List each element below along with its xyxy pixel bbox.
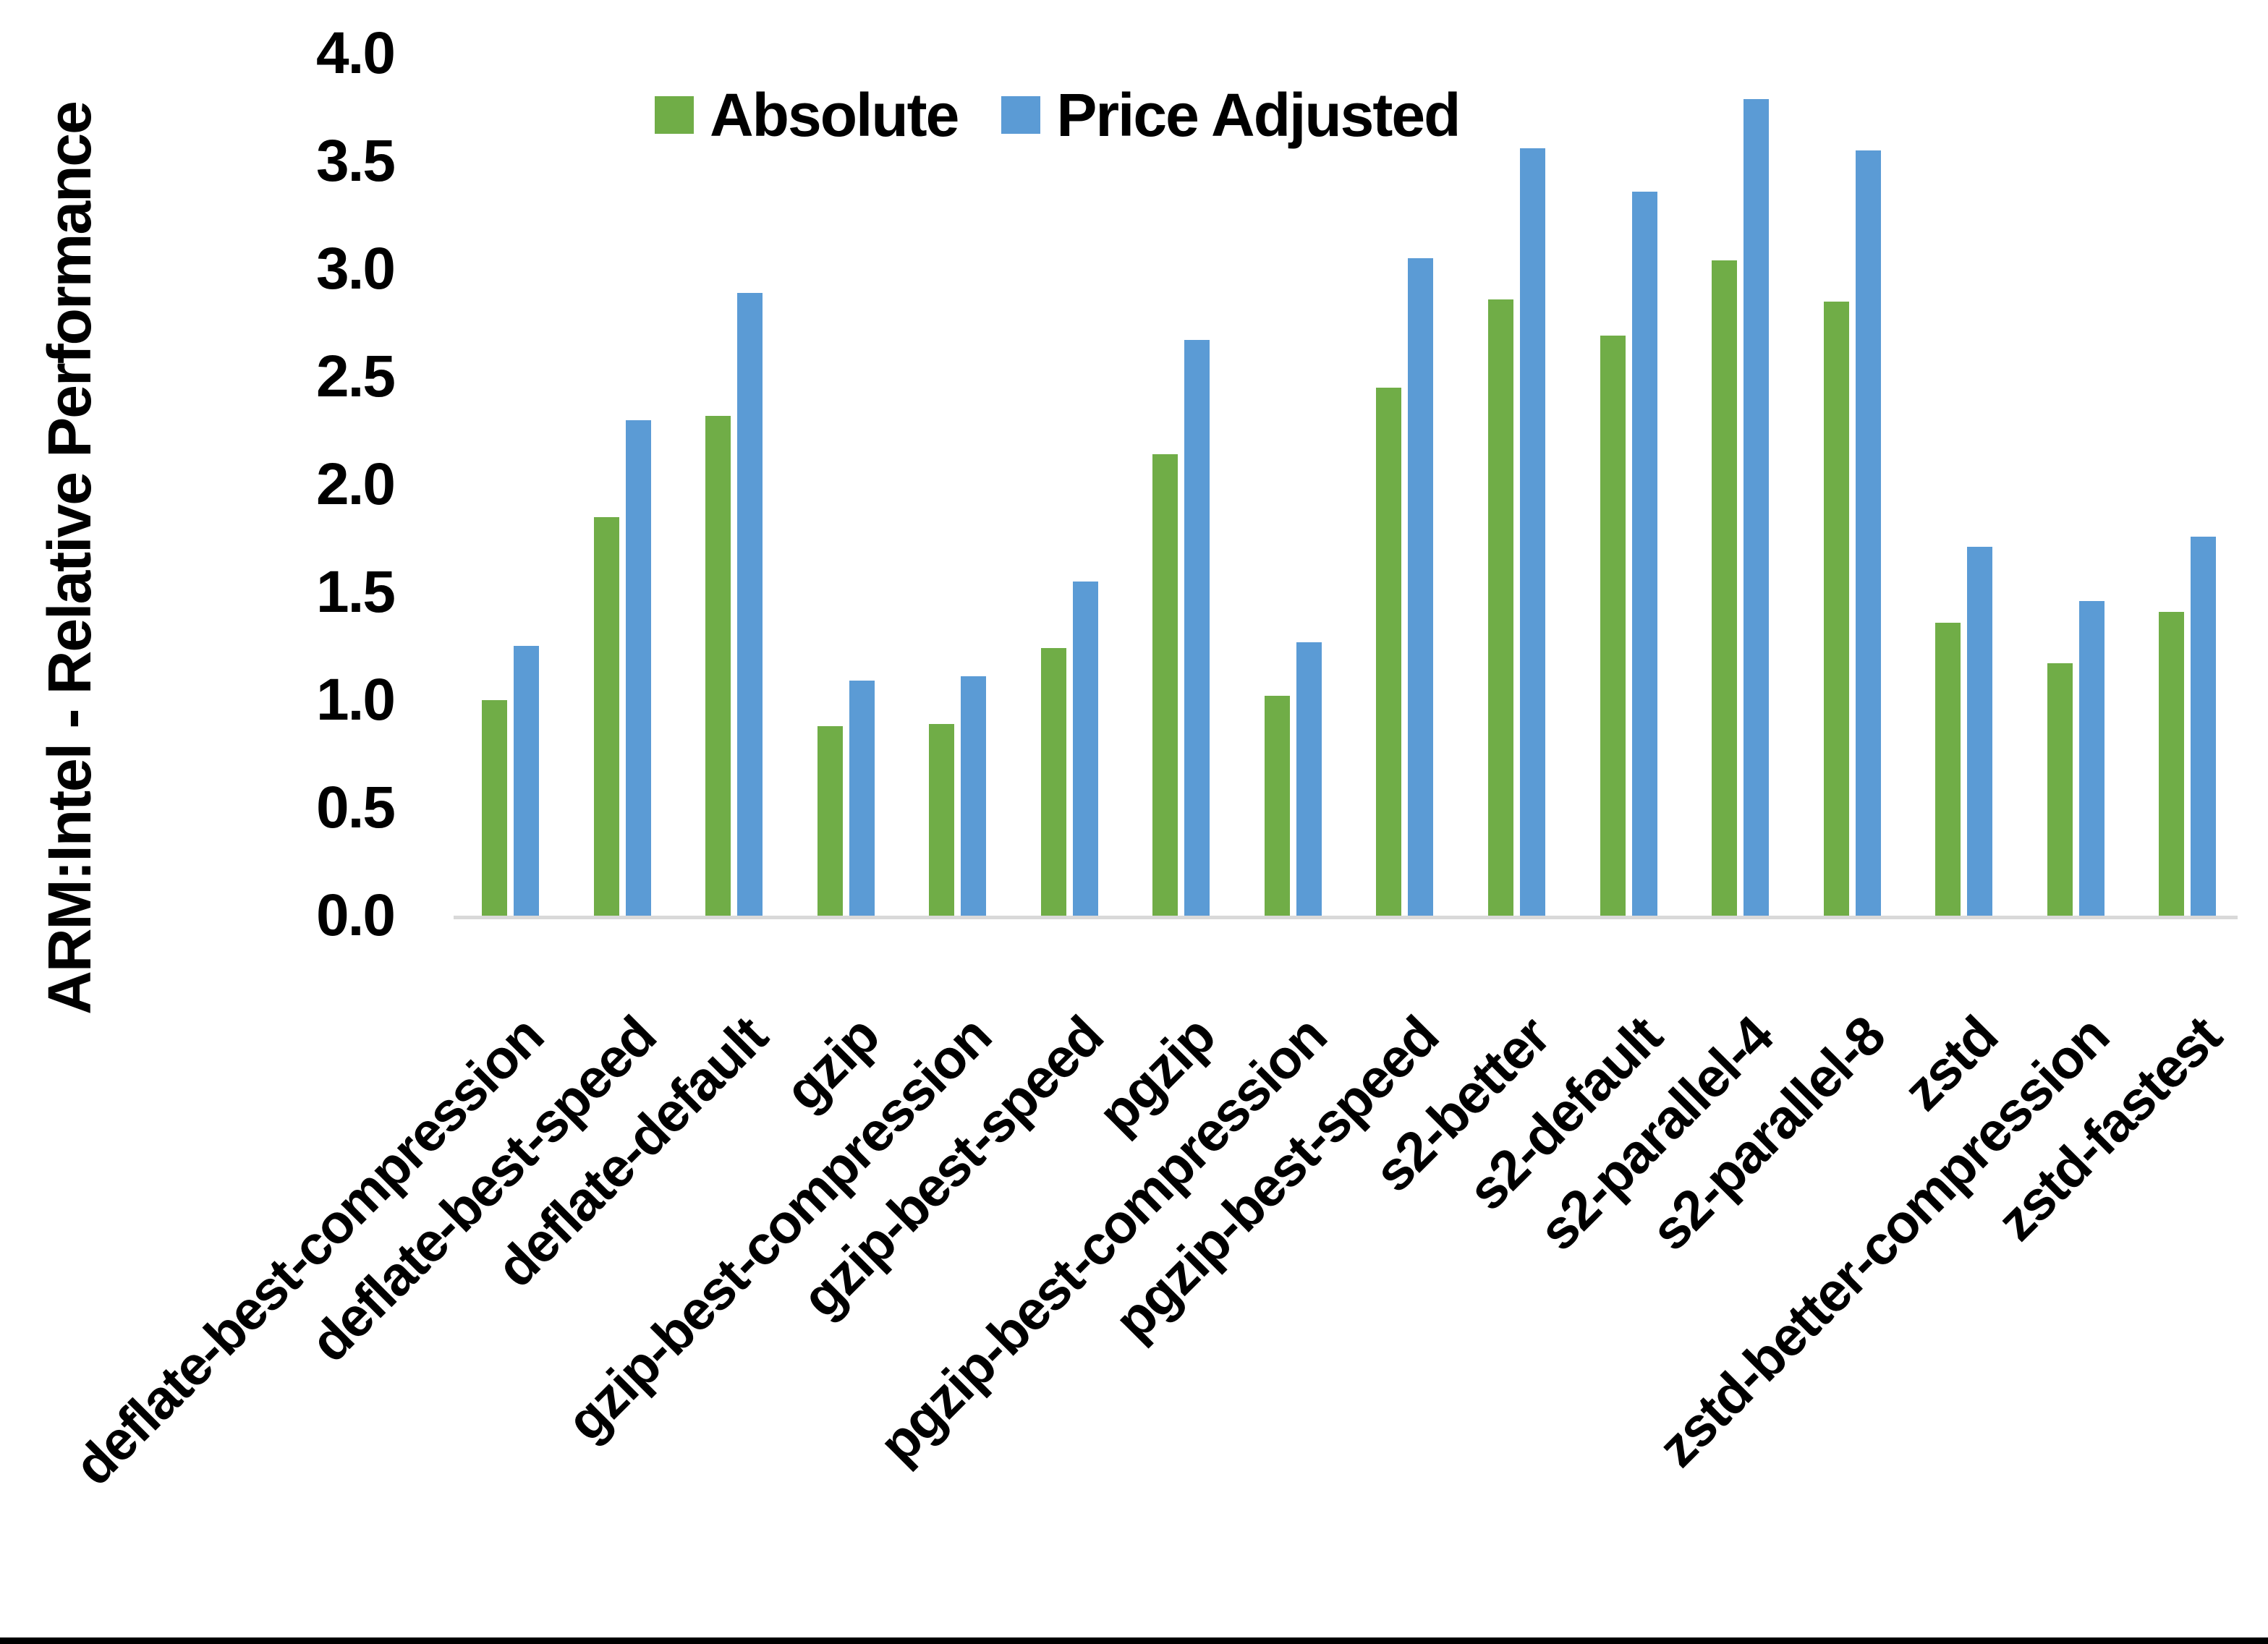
- bar-absolute-deflate-default: [705, 416, 731, 916]
- y-tick-label-3.5: 3.5: [316, 128, 396, 194]
- bar-absolute-deflate-best-speed: [594, 517, 619, 916]
- y-tick-label-1.5: 1.5: [316, 559, 396, 625]
- y-tick-label-0.0: 0.0: [316, 882, 396, 948]
- bar-absolute-s2-parallel-8: [1824, 302, 1849, 916]
- legend-label-price-adjusted: Price Adjusted: [1056, 80, 1461, 149]
- bar-price-adjusted-s2-better: [1520, 148, 1545, 916]
- bar-price-adjusted-pgzip: [1184, 340, 1210, 916]
- bar-price-adjusted-zstd-better-compression: [2079, 601, 2105, 916]
- legend-label-absolute: Absolute: [710, 80, 959, 149]
- bar-absolute-gzip-best-speed: [1041, 648, 1066, 916]
- bar-absolute-zstd-fastest: [2159, 612, 2184, 916]
- legend: Absolute Price Adjusted: [655, 81, 1461, 149]
- bar-absolute-gzip-best-compression: [929, 724, 954, 916]
- x-axis-label-deflate-best-compression: deflate-best-compression: [62, 1005, 555, 1498]
- bar-absolute-pgzip-best-compression: [1265, 696, 1290, 916]
- bar-price-adjusted-gzip-best-compression: [961, 676, 986, 916]
- bar-price-adjusted-s2-parallel-4: [1744, 99, 1769, 916]
- legend-swatch-price-adjusted: [1001, 96, 1041, 134]
- bar-absolute-s2-better: [1488, 299, 1513, 916]
- x-axis-line: [454, 916, 2238, 919]
- bar-absolute-deflate-best-compression: [482, 700, 507, 916]
- bar-price-adjusted-deflate-default: [737, 293, 763, 916]
- y-tick-label-2.5: 2.5: [316, 344, 396, 409]
- bar-price-adjusted-pgzip-best-compression: [1296, 642, 1322, 916]
- bar-price-adjusted-deflate-best-speed: [626, 420, 651, 916]
- bar-price-adjusted-s2-parallel-8: [1856, 150, 1881, 916]
- bar-absolute-gzip: [817, 726, 843, 916]
- bottom-border: [0, 1637, 2268, 1644]
- bar-price-adjusted-pgzip-best-speed: [1408, 258, 1433, 916]
- bar-price-adjusted-deflate-best-compression: [514, 646, 539, 916]
- bar-absolute-s2-parallel-4: [1712, 260, 1737, 916]
- y-tick-label-3.0: 3.0: [316, 236, 396, 302]
- bar-absolute-pgzip-best-speed: [1376, 388, 1401, 916]
- bar-price-adjusted-zstd-fastest: [2191, 537, 2216, 916]
- bar-price-adjusted-s2-default: [1632, 192, 1657, 916]
- bar-absolute-s2-default: [1600, 336, 1626, 916]
- bar-absolute-pgzip: [1152, 454, 1178, 916]
- legend-swatch-absolute: [655, 96, 694, 134]
- y-tick-label-1.0: 1.0: [316, 667, 396, 733]
- y-tick-label-4.0: 4.0: [316, 20, 396, 86]
- bar-price-adjusted-zstd: [1967, 547, 1992, 916]
- y-axis-title: ARM:Intel - Relative Performance: [35, 102, 103, 1015]
- bar-price-adjusted-gzip-best-speed: [1073, 582, 1098, 916]
- bar-absolute-zstd: [1935, 623, 1961, 916]
- y-tick-label-0.5: 0.5: [316, 775, 396, 840]
- bar-absolute-zstd-better-compression: [2047, 663, 2073, 916]
- bar-price-adjusted-gzip: [849, 681, 875, 916]
- y-tick-label-2.0: 2.0: [316, 451, 396, 517]
